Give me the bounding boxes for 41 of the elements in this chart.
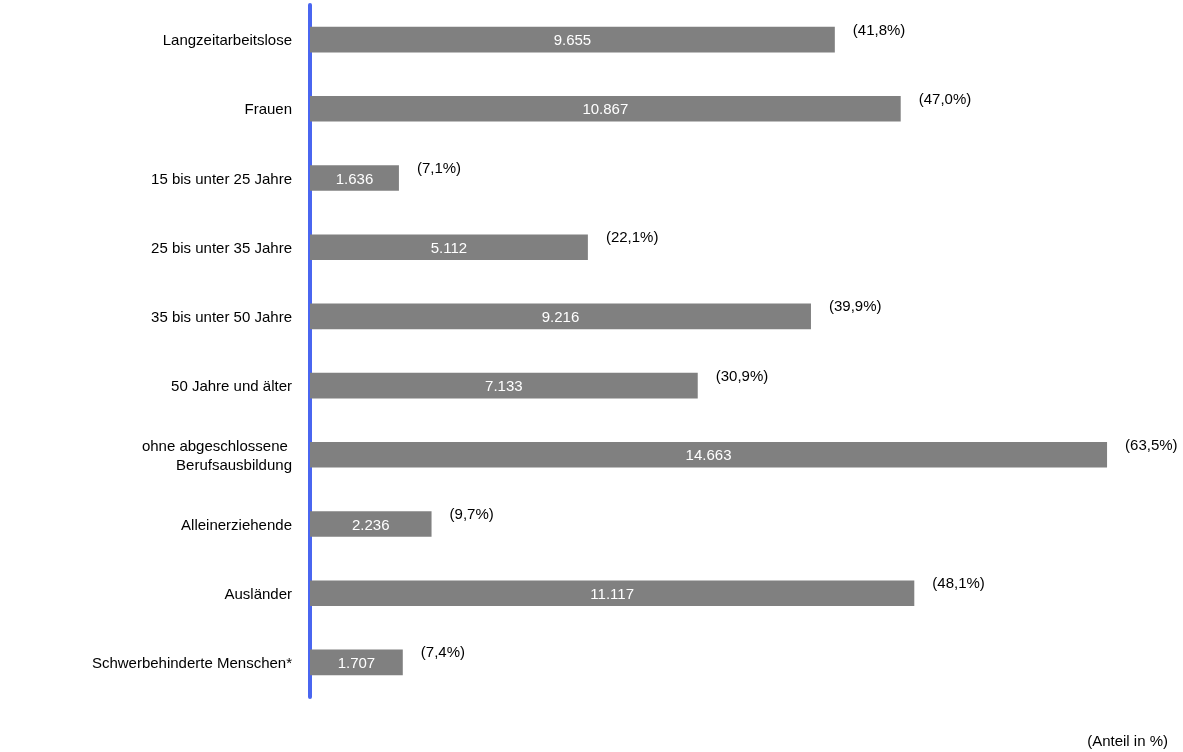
bar (310, 580, 915, 606)
y-tick-label: Alleinerziehende (181, 515, 292, 533)
y-tick-label: 15 bis unter 25 Jahre (151, 169, 292, 187)
data-label: 9.655 (553, 31, 592, 49)
data-label: 11.117 (590, 584, 634, 602)
data-label: 1.707 (337, 653, 376, 671)
annotation: (9,7%) (449, 505, 494, 522)
y-tick-label: Frauen (244, 100, 292, 118)
data-label: 14.663 (685, 446, 732, 464)
data-label: 7.133 (485, 377, 523, 395)
bar (310, 96, 901, 122)
text: (Anteil in %) (1087, 732, 1168, 749)
bar (310, 511, 432, 537)
y-tick-label: Schwerbehinderte Menschen* (91, 653, 293, 671)
bar (310, 234, 588, 260)
annotation: (22,1%) (605, 228, 659, 246)
annotation: (7,1%) (416, 159, 462, 176)
bar (310, 442, 1108, 468)
y-tick-label: Ausländer (224, 584, 292, 602)
y-tick-label: 35 bis unter 50 Jahre (151, 307, 292, 325)
annotation: (63,5%) (1125, 435, 1178, 453)
bar (310, 165, 399, 191)
data-label: 10.867 (582, 100, 629, 118)
annotation: (47,0%) (918, 89, 972, 107)
data-label: 5.112 (430, 238, 468, 256)
data-label: 9.216 (541, 307, 580, 325)
annotation: (30,9%) (715, 366, 769, 384)
bar (310, 303, 811, 330)
y-tick-label: 50 Jahre und älter (171, 377, 292, 395)
data-label: 1.636 (335, 169, 374, 187)
annotation: (39,9%) (828, 297, 882, 315)
bar (310, 649, 403, 676)
data-label: 2.236 (352, 515, 390, 533)
annotation: (7,4%) (420, 643, 465, 661)
y-tick-label: ohne abgeschlossene Berufsausbildung (141, 436, 292, 473)
annotation: (48,1%) (932, 574, 985, 592)
y-tick-label: 25 bis unter 35 Jahre (151, 238, 292, 256)
bar (310, 372, 698, 399)
y-tick-label: Langzeitarbeitslose (162, 31, 292, 49)
annotation: (41,8%) (852, 20, 906, 38)
bar (310, 26, 835, 53)
